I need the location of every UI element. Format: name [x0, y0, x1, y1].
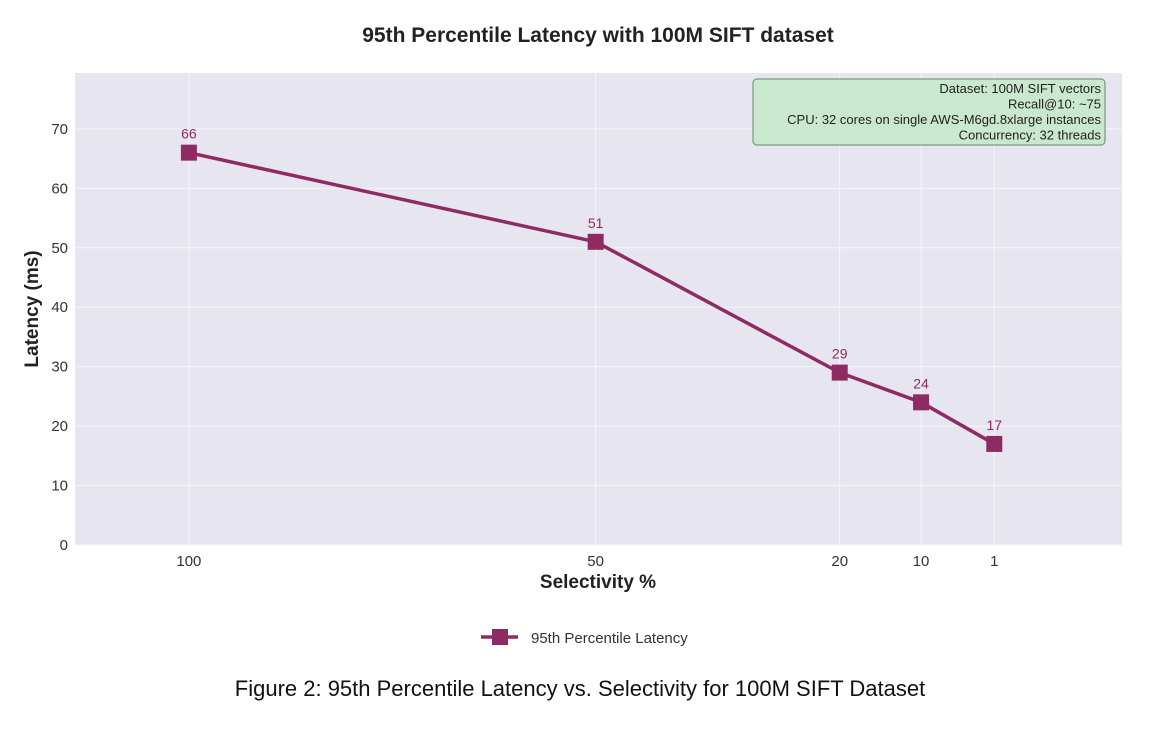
plot-area	[75, 73, 1122, 545]
data-label: 24	[913, 375, 929, 391]
data-label: 66	[181, 126, 197, 142]
legend-marker-swatch	[492, 629, 508, 645]
info-box-background	[752, 78, 1106, 146]
x-tick-label: 50	[587, 553, 604, 570]
x-tick-label: 100	[176, 553, 201, 570]
y-tick-label: 20	[51, 418, 68, 435]
info-line: Dataset: 100M SIFT vectors	[939, 81, 1101, 96]
y-axis-label: Latency (ms)	[22, 250, 43, 367]
y-tick-label: 60	[51, 180, 68, 197]
y-axis-ticks: 0 10 20 30 40 50 60 70	[51, 121, 68, 554]
y-tick-label: 10	[51, 478, 68, 495]
chart-title: 95th Percentile Latency with 100M SIFT d…	[362, 24, 834, 47]
info-line: CPU: 32 cores on single AWS-M6gd.8xlarge…	[787, 112, 1101, 127]
y-tick-label: 40	[51, 299, 68, 316]
series-95th-percentile-latency: 66 51 29 24 17	[180, 126, 1003, 452]
y-tick-label: 70	[51, 121, 68, 138]
figure-caption: Figure 2: 95th Percentile Latency vs. Se…	[234, 676, 926, 701]
y-tick-label: 30	[51, 359, 68, 376]
data-point-marker	[180, 144, 197, 161]
x-tick-label: 10	[913, 553, 930, 570]
data-point-marker	[913, 394, 930, 411]
x-tick-label: 20	[831, 553, 848, 570]
data-label: 29	[832, 346, 848, 362]
legend: 95th Percentile Latency	[481, 629, 688, 647]
x-axis-ticks: 100 50 20 10 1	[176, 553, 998, 570]
x-axis-label: Selectivity %	[540, 572, 656, 593]
info-line: Recall@10: ~75	[1008, 97, 1101, 112]
data-point-marker	[986, 435, 1003, 452]
data-label: 51	[588, 215, 604, 231]
data-point-marker	[587, 233, 604, 250]
info-line: Concurrency: 32 threads	[959, 128, 1102, 143]
data-label: 17	[986, 417, 1002, 433]
y-tick-label: 0	[60, 537, 68, 554]
x-tick-label: 1	[990, 553, 998, 570]
legend-label: 95th Percentile Latency	[531, 630, 688, 647]
data-point-marker	[831, 364, 848, 381]
y-tick-label: 50	[51, 240, 68, 257]
